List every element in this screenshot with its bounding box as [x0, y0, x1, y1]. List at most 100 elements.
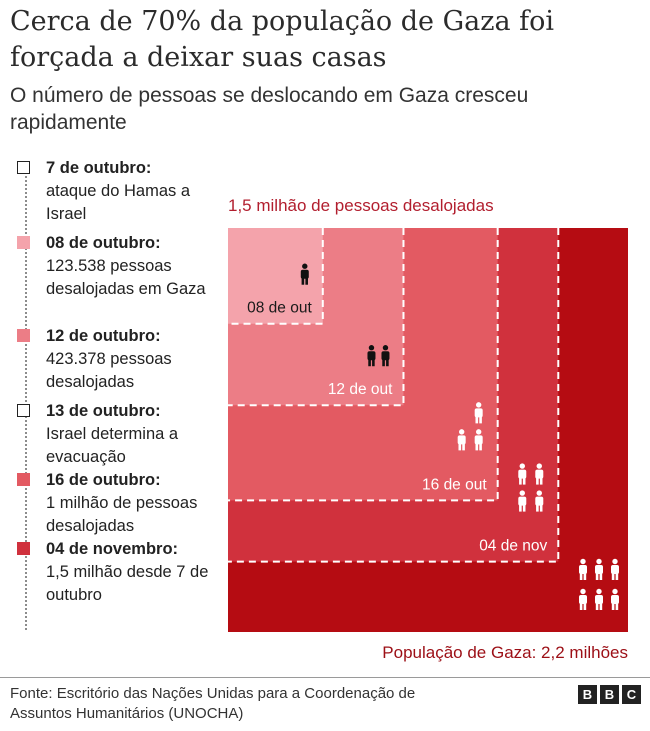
person-head: [596, 558, 602, 565]
person-icon: [474, 429, 483, 451]
person-body: [474, 408, 483, 418]
timeline-date: 13 de outubro:: [46, 402, 161, 420]
footer-divider: [0, 677, 650, 678]
person-body: [300, 269, 309, 279]
person-body: [595, 595, 603, 604]
timeline-desc: 423.378 pessoas desalojadas: [46, 350, 172, 391]
person-icon: [579, 558, 587, 580]
person-leg: [386, 358, 389, 367]
person-body: [579, 595, 587, 604]
person-leg: [382, 358, 385, 367]
timeline-marker: [17, 542, 30, 555]
timeline-date: 16 de outubro:: [46, 471, 161, 489]
person-head: [519, 490, 525, 496]
person-icon: [474, 402, 483, 424]
person-leg: [475, 442, 479, 451]
person-leg: [522, 476, 526, 485]
person-leg: [479, 415, 482, 424]
person-leg: [539, 503, 543, 512]
timeline-date: 7 de outubro:: [46, 159, 152, 177]
person-head: [596, 588, 602, 595]
person-body: [518, 469, 527, 479]
series-label: 12 de out: [328, 381, 393, 398]
person-body: [611, 595, 619, 604]
person-body: [457, 435, 466, 445]
person-icons: [367, 345, 390, 367]
annotation-displaced-total: 1,5 milhão de pessoas desalojadas: [228, 196, 494, 215]
chart-title: Cerca de 70% da população de Gaza foi fo…: [10, 6, 555, 73]
person-head: [580, 588, 586, 595]
person-icon: [611, 558, 619, 580]
person-icon: [518, 490, 527, 512]
person-leg: [595, 602, 599, 610]
person-head: [475, 402, 482, 408]
timeline-date: 12 de outubro:: [46, 327, 161, 345]
person-leg: [539, 476, 543, 485]
person-body: [579, 565, 587, 574]
chart-subtitle: O número de pessoas se deslocando em Gaz…: [10, 84, 529, 134]
person-leg: [611, 602, 615, 610]
person-leg: [611, 572, 615, 580]
person-leg: [372, 358, 375, 367]
person-leg: [599, 602, 603, 610]
person-body: [367, 351, 376, 361]
person-head: [580, 558, 586, 565]
person-head: [382, 345, 389, 351]
person-leg: [519, 503, 522, 512]
timeline-desc: 1,5 milhão desde 7 de outubro: [46, 563, 209, 604]
person-body: [611, 565, 619, 574]
timeline-date: 08 de outubro:: [46, 234, 161, 252]
person-icon: [535, 463, 544, 485]
area-border: [228, 228, 560, 563]
person-leg: [583, 572, 587, 580]
timeline-marker: [17, 473, 30, 486]
logo-letter: C: [622, 685, 641, 704]
person-leg: [615, 572, 619, 580]
logo-letter: B: [600, 685, 619, 704]
person-leg: [368, 358, 371, 367]
person-leg: [462, 442, 465, 451]
person-body: [518, 496, 527, 506]
timeline-desc: 1 milhão de pessoas desalojadas: [46, 494, 198, 535]
person-body: [535, 469, 544, 479]
person-leg: [522, 503, 526, 512]
person-leg: [579, 572, 583, 580]
person-body: [381, 351, 390, 361]
person-leg: [458, 442, 462, 451]
person-head: [368, 345, 375, 351]
population-icons: [579, 558, 619, 610]
timeline-marker: [17, 404, 30, 417]
person-leg: [536, 476, 539, 485]
person-leg: [583, 602, 587, 610]
person-head: [612, 558, 618, 565]
area-border: [228, 228, 405, 407]
person-head: [536, 490, 542, 496]
person-head: [458, 429, 465, 435]
timeline-desc: ataque do Hamas a Israel: [46, 182, 191, 223]
person-head: [519, 463, 525, 469]
person-icon: [579, 588, 587, 610]
person-icon: [535, 490, 544, 512]
series-label: 16 de out: [422, 476, 487, 493]
timeline-marker: [17, 161, 30, 174]
person-leg: [599, 572, 603, 580]
person-leg: [536, 503, 539, 512]
person-icons: [457, 402, 483, 451]
person-leg: [519, 476, 522, 485]
timeline-date: 04 de novembro:: [46, 540, 179, 558]
timeline-desc: 123.538 pessoas desalojadas em Gaza: [46, 257, 206, 298]
person-icon: [367, 345, 376, 367]
person-head: [612, 588, 618, 595]
person-icon: [518, 463, 527, 485]
source-note: Fonte: Escritório das Nações Unidas para…: [10, 685, 416, 722]
person-leg: [305, 276, 308, 285]
person-leg: [579, 602, 583, 610]
area-border: [228, 228, 499, 502]
timeline-line: [25, 172, 27, 630]
person-icon: [595, 588, 603, 610]
area-border: [228, 228, 324, 325]
timeline-marker: [17, 236, 30, 249]
person-leg: [475, 415, 479, 424]
person-leg: [301, 276, 305, 285]
